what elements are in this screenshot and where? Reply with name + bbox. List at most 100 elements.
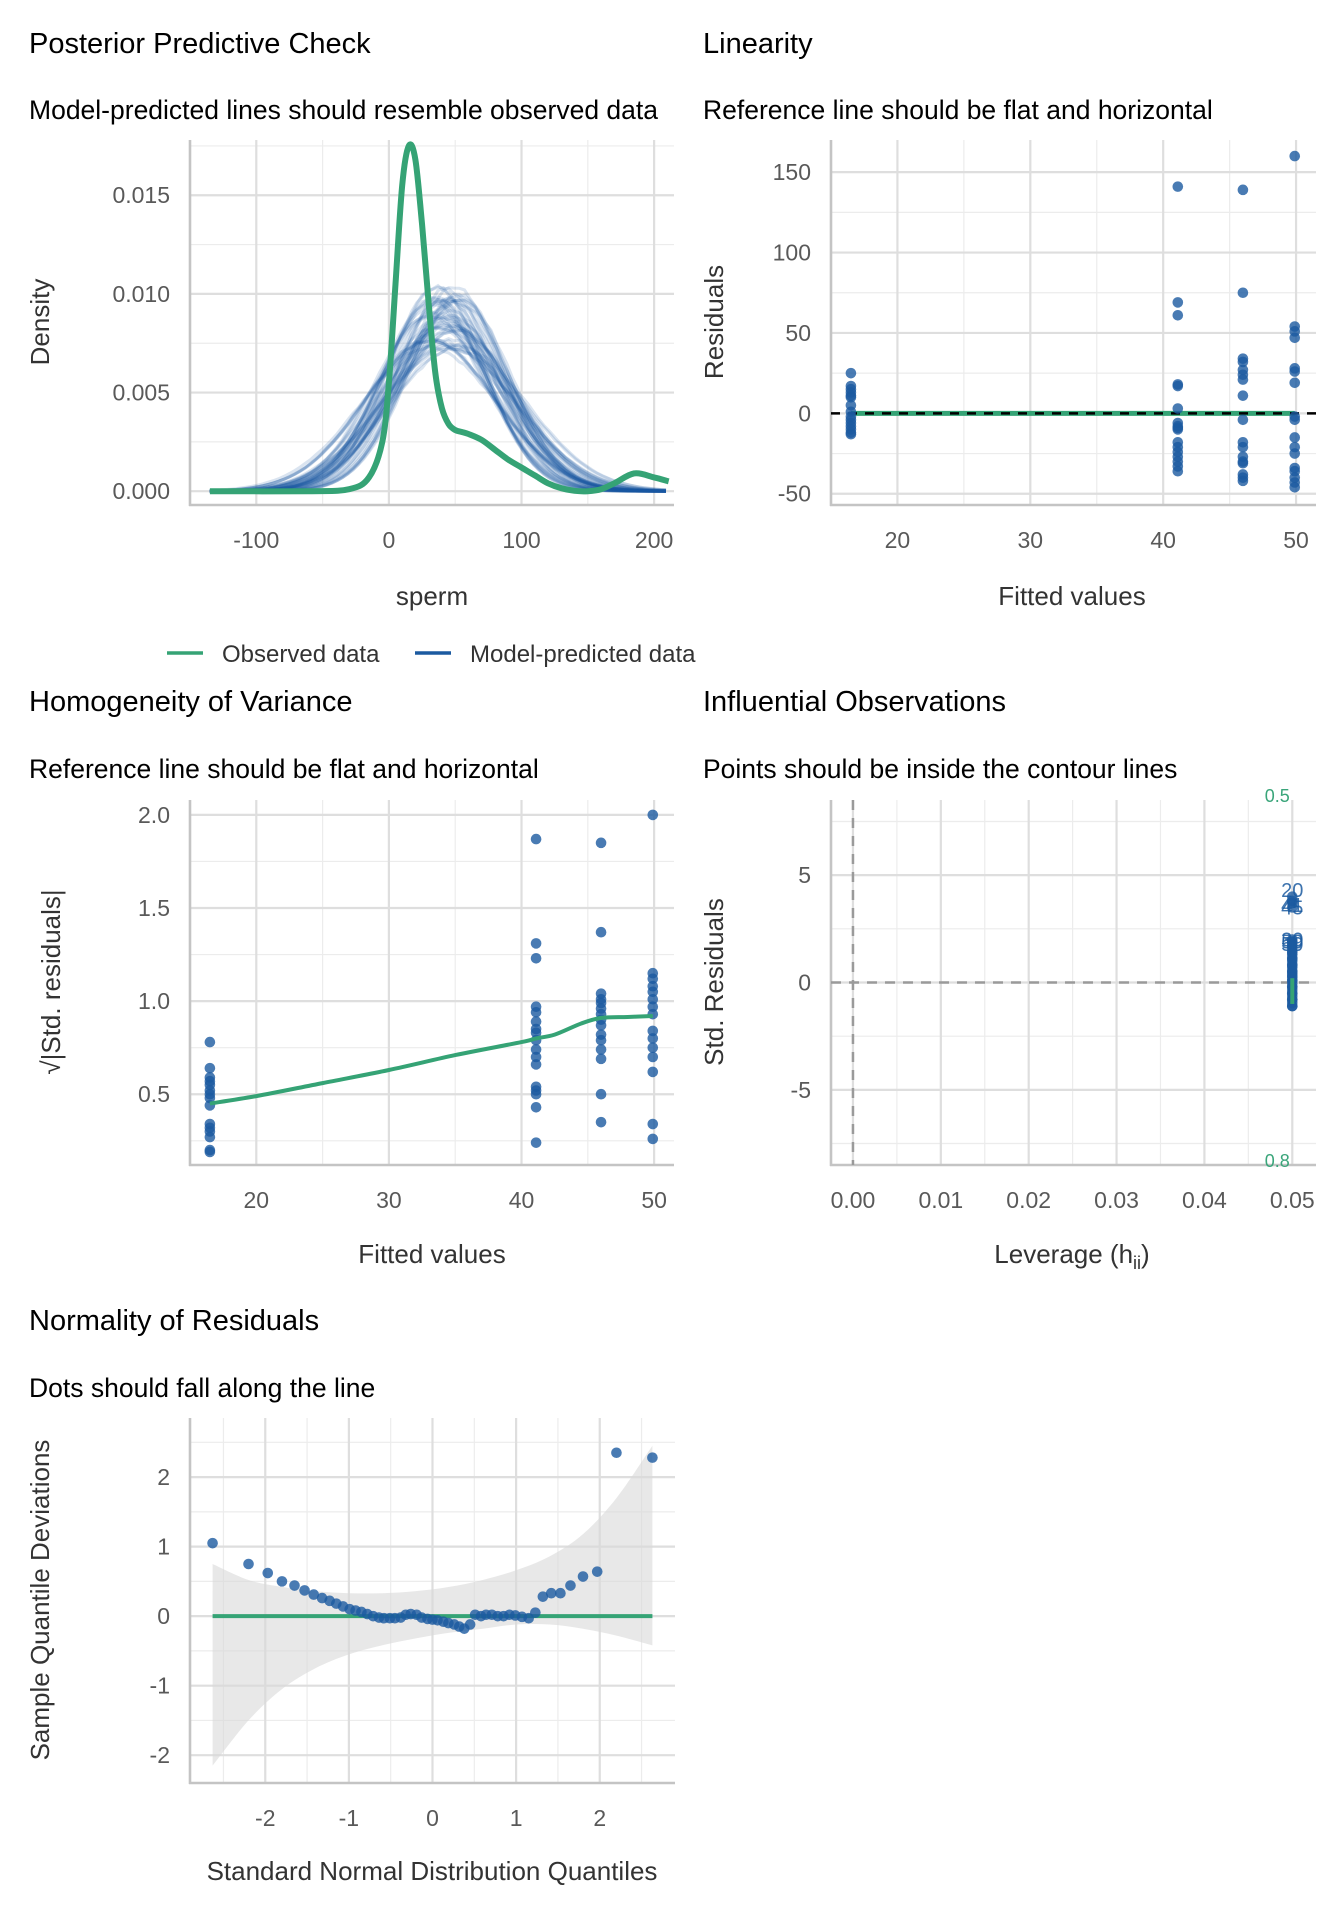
- data-point: [1289, 482, 1301, 493]
- legend-label-observed: Observed data: [222, 641, 380, 668]
- point-label: 50: [1281, 934, 1303, 956]
- data-point: [647, 1042, 659, 1053]
- predicted-density-line: [209, 344, 667, 493]
- data-point: [530, 1088, 542, 1100]
- data-point: [595, 837, 607, 849]
- panel-linearity: Linearity Reference line should be flat …: [699, 28, 1316, 611]
- observed-density-line: [209, 141, 670, 495]
- data-point: [1237, 441, 1249, 453]
- data-point: [1172, 309, 1184, 321]
- y-tick-label: 0: [798, 400, 811, 426]
- data-point: [204, 1092, 216, 1104]
- x-tick-label: 40: [1150, 527, 1176, 553]
- data-point: [1172, 181, 1184, 192]
- data-point: [845, 367, 857, 379]
- predicted-density-line: [209, 342, 667, 493]
- data-point: [1237, 475, 1249, 487]
- data-point: [1237, 390, 1249, 401]
- data-point: [1237, 457, 1249, 469]
- predicted-density-line: [209, 337, 667, 493]
- predicted-density-line: [209, 336, 667, 493]
- plot-area: -100 0 100 200 0.000 0.005 0.010 0.015: [112, 140, 674, 553]
- y-axis-label: Residuals: [699, 265, 729, 379]
- data-point: [1237, 414, 1249, 426]
- point-label: 20: [1281, 880, 1303, 902]
- x-tick-label: -2: [255, 1805, 275, 1831]
- data-point: [1172, 297, 1184, 308]
- panel-influential-observations: Influential Observations Points should b…: [699, 686, 1316, 1273]
- x-axis-label: Standard Normal Distribution Quantiles: [207, 1856, 658, 1886]
- predicted-density-line: [209, 324, 667, 493]
- contour-label: 0.8: [1265, 1151, 1290, 1171]
- x-tick-label: 0.02: [1006, 1187, 1051, 1213]
- x-axis-label-end: ): [1141, 1239, 1150, 1269]
- data-point: [204, 1062, 216, 1074]
- x-axis-label-subscript: ii: [1133, 1253, 1141, 1273]
- point-label: 45: [1281, 897, 1303, 919]
- data-point: [845, 391, 857, 403]
- data-point: [577, 1571, 589, 1582]
- x-tick-label: 0.00: [831, 1187, 876, 1213]
- y-tick-label: 1: [157, 1534, 170, 1560]
- data-point: [595, 926, 607, 938]
- data-point: [207, 1537, 218, 1549]
- data-point: [1237, 184, 1249, 196]
- predicted-density-line: [209, 314, 666, 493]
- data-point: [595, 1034, 607, 1046]
- predicted-density-line: [209, 336, 667, 493]
- legend-label-predicted: Model-predicted data: [470, 641, 696, 668]
- data-point: [530, 833, 542, 845]
- data-point: [647, 809, 659, 821]
- y-tick-label: 1.5: [138, 895, 170, 921]
- data-point: [262, 1567, 274, 1579]
- plot-area: -2 -1 0 1 2 -2 -1 0 1 2: [150, 1418, 675, 1831]
- y-tick-label: -1: [150, 1673, 170, 1699]
- data-point: [1172, 424, 1184, 435]
- data-point: [647, 1066, 659, 1078]
- x-tick-label: 2: [593, 1805, 606, 1831]
- panel-homogeneity-of-variance: Homogeneity of Variance Reference line s…: [29, 686, 674, 1269]
- data-point: [647, 993, 659, 1005]
- x-tick-label: -100: [233, 527, 279, 553]
- predicted-density-line: [209, 337, 667, 493]
- data-point: [299, 1585, 310, 1596]
- point-label: 41: [1281, 895, 1303, 917]
- data-point: [647, 973, 659, 985]
- y-tick-label: 50: [785, 320, 811, 346]
- x-tick-label: 20: [885, 527, 911, 553]
- data-point: [595, 1088, 607, 1100]
- y-axis-label: Density: [25, 279, 55, 366]
- data-point: [595, 1116, 607, 1128]
- y-tick-label: 0.010: [112, 281, 170, 307]
- data-point: [595, 1020, 607, 1031]
- y-tick-label: 0: [157, 1603, 170, 1629]
- data-point: [1172, 403, 1184, 414]
- predicted-density-line: [209, 347, 667, 493]
- data-point: [530, 1607, 541, 1618]
- data-point: [595, 1053, 607, 1065]
- x-tick-label: 20: [244, 1187, 270, 1213]
- x-tick-label: 0.05: [1270, 1187, 1315, 1213]
- data-point: [647, 1452, 658, 1463]
- y-tick-label: 2: [157, 1464, 170, 1490]
- y-tick-label: -50: [778, 481, 811, 507]
- x-axis-label: sperm: [396, 581, 468, 611]
- data-point: [1289, 414, 1301, 426]
- point-label: 30: [1281, 930, 1303, 952]
- y-tick-label: 1.0: [138, 988, 170, 1014]
- legend: Observed data Model-predicted data: [167, 641, 696, 668]
- data-point: [1172, 380, 1184, 392]
- panel-title: Posterior Predictive Check: [29, 28, 371, 60]
- data-point: [530, 1051, 542, 1063]
- data-point: [530, 1101, 542, 1113]
- y-tick-label: 0.005: [112, 380, 170, 406]
- data-point: [1289, 332, 1301, 344]
- y-axis-label: Std. Residuals: [699, 898, 729, 1066]
- x-tick-label: 200: [635, 527, 673, 553]
- data-point: [530, 1044, 542, 1055]
- data-point: [1286, 936, 1298, 948]
- panel-title: Influential Observations: [703, 686, 1006, 718]
- plot-area: 20 30 40 50 0.5 1.0 1.5 2.0: [138, 800, 674, 1213]
- x-tick-label: 1: [510, 1805, 523, 1831]
- point-label: 59: [1281, 932, 1303, 954]
